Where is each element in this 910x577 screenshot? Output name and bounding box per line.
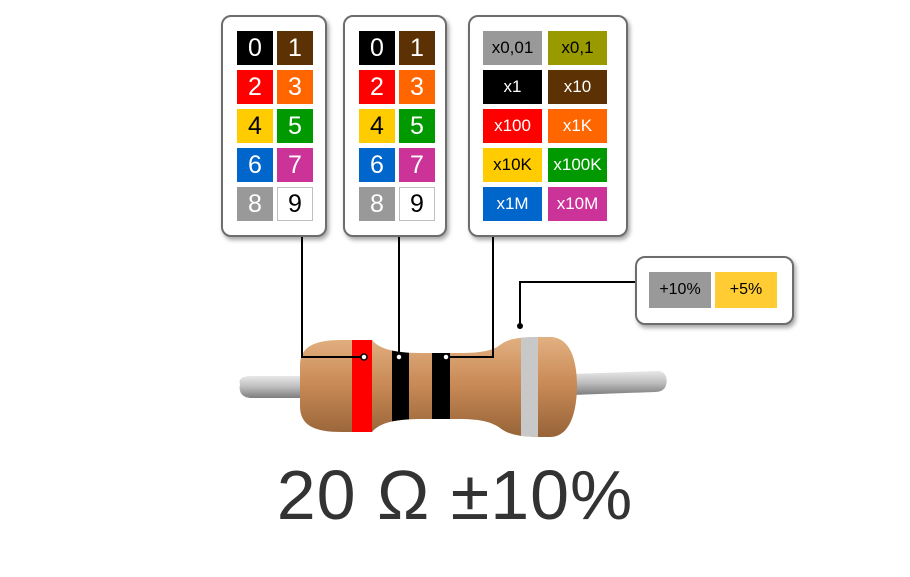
band-4	[521, 337, 538, 437]
first-digit-swatch-4: 4	[237, 109, 273, 143]
first-digit-swatch-1: 1	[277, 31, 313, 65]
multiplier-swatch-x1K: x1K	[548, 109, 607, 143]
tolerance-swatch-5: +5%	[715, 272, 777, 308]
first-digit-swatch-7: 7	[277, 148, 313, 182]
second-digit-swatch-2: 2	[359, 70, 395, 104]
multiplier-swatch-x10K: x10K	[483, 148, 542, 182]
tolerance-swatch-10: +10%	[649, 272, 711, 308]
multiplier-swatch-x100K: x100K	[548, 148, 607, 182]
second-digit-swatch-5: 5	[399, 109, 435, 143]
connector-line-band-3	[446, 236, 494, 358]
second-digit-swatch-3: 3	[399, 70, 435, 104]
first-digit-swatch-0: 0	[237, 31, 273, 65]
first-digit-swatch-6: 6	[237, 148, 273, 182]
multiplier-panel: x0,01 x0,1 x1 x10 x100 x1K x10K x100K x1M x10M	[468, 15, 628, 237]
multiplier-swatch-x10M: x10M	[548, 187, 607, 221]
first-digit-swatch-3: 3	[277, 70, 313, 104]
multiplier-swatch-x1M: x1M	[483, 187, 542, 221]
second-digit-swatch-4: 4	[359, 109, 395, 143]
first-digit-swatch-2: 2	[237, 70, 273, 104]
multiplier-swatch-x100: x100	[483, 109, 542, 143]
band-2	[392, 337, 409, 437]
connector-line-band-1	[301, 236, 364, 358]
band-4-marker	[517, 323, 523, 329]
multiplier-swatch-x10: x10	[548, 70, 607, 104]
second-digit-swatch-9: 9	[399, 187, 435, 221]
first-digit-swatch-8: 8	[237, 187, 273, 221]
band-1	[352, 337, 372, 437]
right-lead	[572, 371, 667, 395]
band-1-marker	[360, 353, 368, 361]
band-3	[432, 337, 450, 437]
tolerance-grid: +10% +5%	[649, 272, 777, 308]
second-digit-swatch-1: 1	[399, 31, 435, 65]
multiplier-swatch-x001: x0,01	[483, 31, 542, 65]
first-digit-swatch-5: 5	[277, 109, 313, 143]
second-digit-swatch-6: 6	[359, 148, 395, 182]
second-digit-swatch-8: 8	[359, 187, 395, 221]
resistance-result: 20 Ω ±10%	[276, 456, 634, 534]
second-digit-swatch-7: 7	[399, 148, 435, 182]
band-3-marker	[442, 353, 450, 361]
left-lead	[239, 376, 305, 398]
multiplier-swatch-x01: x0,1	[548, 31, 607, 65]
band-2-marker	[395, 353, 403, 361]
multiplier-swatch-x1: x1	[483, 70, 542, 104]
tolerance-panel: +10% +5%	[635, 256, 794, 325]
second-digit-swatch-0: 0	[359, 31, 395, 65]
multiplier-grid: x0,01 x0,1 x1 x10 x100 x1K x10K x100K x1M x10M	[483, 31, 607, 221]
connector-line-band-4	[519, 281, 636, 326]
first-digit-swatch-9: 9	[277, 187, 313, 221]
